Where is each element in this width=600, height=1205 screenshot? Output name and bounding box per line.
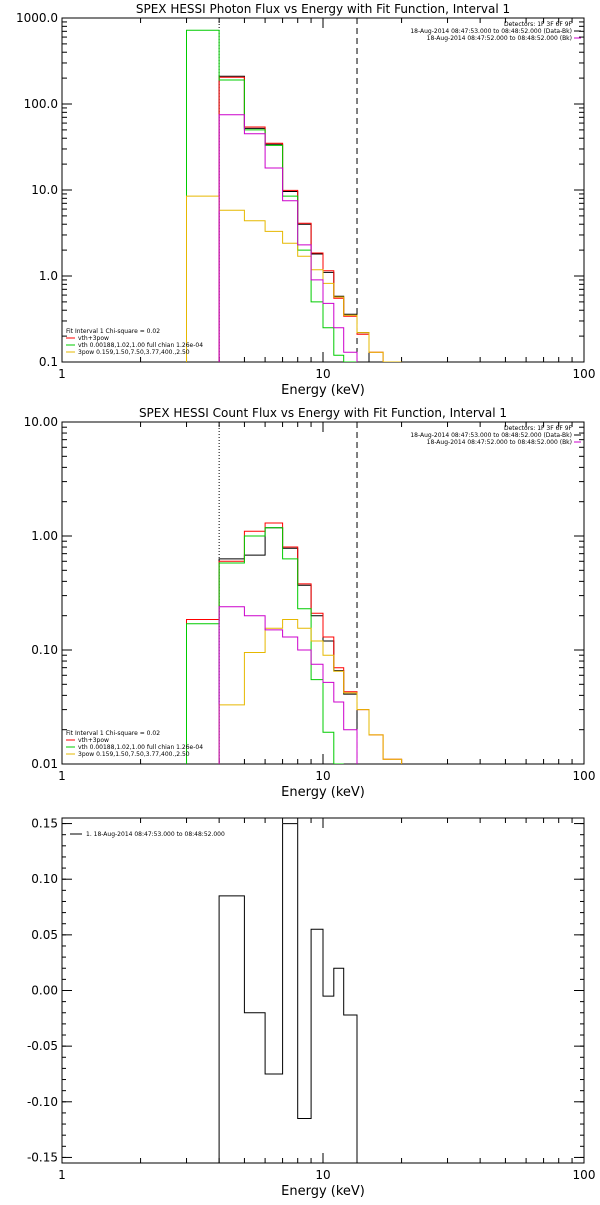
x-tick-label: 10 (315, 769, 330, 783)
y-tick-label: 0.1 (39, 355, 58, 369)
legend-entry-text: Detectors: 1F 3F 6F 9F (504, 425, 573, 432)
y-tick-label: 0.05 (31, 928, 58, 942)
x-axis-label: Energy (keV) (281, 1184, 365, 1199)
legend-entry-text: Fit Interval 1 Chi-square = 0.02 (66, 328, 160, 335)
series-vth-3pow-histogram (218, 76, 402, 362)
y-tick-label: 0.15 (31, 817, 58, 831)
y-tick-label: -0.05 (27, 1039, 58, 1053)
legend-entry-text: 18-Aug-2014 08:47:52.000 to 08:48:52.000… (427, 439, 572, 446)
x-tick-label: 100 (573, 367, 596, 381)
x-tick-label: 1 (58, 1168, 66, 1182)
chart-title: SPEX HESSI Count Flux vs Energy with Fit… (139, 406, 507, 420)
y-tick-label: -0.10 (27, 1095, 58, 1109)
legend-entry-text: vth 0.00188,1.02,1.00 full chian 1.26e-0… (78, 744, 203, 751)
legend-entry-text: vth+3pow (78, 335, 109, 342)
y-tick-label: 0.10 (31, 643, 58, 657)
legend-entry-text: vth 0.00188,1.02,1.00 full chian 1.26e-0… (78, 342, 203, 349)
legend-entry-text: vth+3pow (78, 737, 109, 744)
legend-entry-text: 3pow 0.159,1.50,7.50,3.77,400.,2.50 (78, 751, 190, 758)
x-tick-label: 1 (58, 769, 66, 783)
legend-entry-text: 18-Aug-2014 08:47:53.000 to 08:48:52.000… (410, 432, 572, 439)
y-tick-label: 1.00 (31, 529, 58, 543)
series-bk-histogram (218, 606, 358, 764)
x-axis-label: Energy (keV) (281, 383, 365, 398)
x-tick-label: 100 (573, 1168, 596, 1182)
legend-entry-text: 18-Aug-2014 08:47:53.000 to 08:48:52.000… (410, 28, 572, 35)
chart-title: SPEX HESSI Photon Flux vs Energy with Fi… (136, 2, 510, 16)
series-3pow-histogram (218, 619, 403, 764)
photon-flux-panel: SPEX HESSI Photon Flux vs Energy with Fi… (16, 2, 595, 398)
series-vth-histogram (186, 527, 344, 764)
y-tick-label: 1.0 (39, 269, 58, 283)
x-tick-label: 100 (573, 769, 596, 783)
series-data-histogram (218, 527, 358, 764)
y-tick-label: 100.0 (24, 97, 58, 111)
legend-entry-text: Detectors: 1F 3F 6F 9F (504, 21, 573, 28)
y-tick-label: 1000.0 (16, 11, 58, 25)
legend-entry-text: Fit Interval 1 Chi-square = 0.02 (66, 730, 160, 737)
series-data-histogram (218, 75, 370, 362)
legend-entry-text: 3pow 0.159,1.50,7.50,3.77,400.,2.50 (78, 349, 190, 356)
legend-entry-text: 1. 18-Aug-2014 08:47:53.000 to 08:48:52.… (86, 831, 225, 838)
series-vth-histogram (186, 29, 357, 362)
series-data-histogram (218, 823, 358, 1163)
y-tick-label: 0.10 (31, 872, 58, 886)
residuals-panel: 1 10 100 Energy (keV) -0.15 -0.10 -0.05 0.00 0.0… (27, 817, 596, 1199)
y-tick-label: 10.00 (24, 415, 58, 429)
y-tick-label: 0.01 (31, 757, 58, 771)
y-tick-label: 0.00 (31, 984, 58, 998)
y-tick-label: -0.15 (27, 1150, 58, 1164)
x-tick-label: 10 (315, 367, 330, 381)
count-flux-panel: SPEX HESSI Count Flux vs Energy with Fit… (24, 406, 596, 800)
x-tick-label: 1 (58, 367, 66, 381)
x-tick-label: 10 (315, 1168, 330, 1182)
legend-entry-text: 18-Aug-2014 08:47:52.000 to 08:48:52.000… (427, 35, 572, 42)
series-bk-histogram (218, 114, 358, 362)
x-axis-label: Energy (keV) (281, 785, 365, 800)
y-tick-label: 10.0 (31, 183, 58, 197)
